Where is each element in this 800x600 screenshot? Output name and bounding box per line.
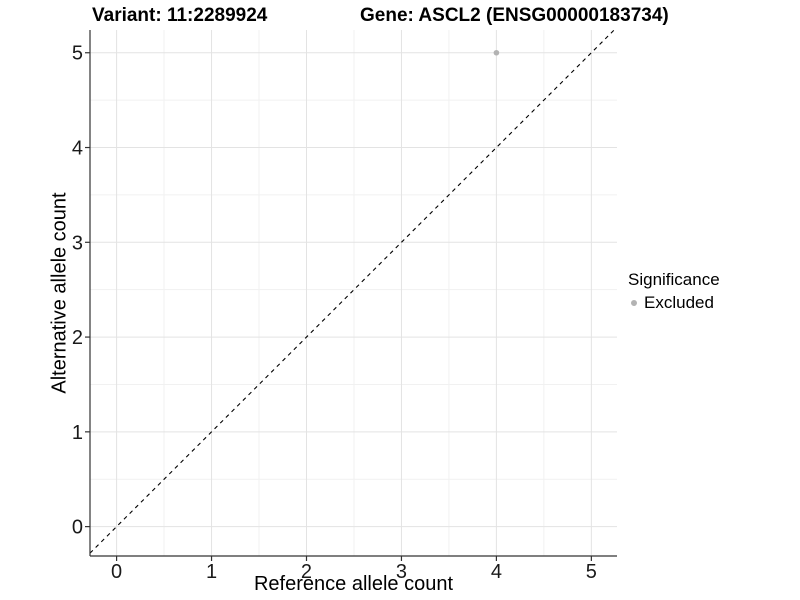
identity-reference-line (89, 29, 615, 554)
legend-item-label: Excluded (644, 293, 714, 312)
legend-title: Significance (628, 270, 720, 289)
y-tick-label: 1 (72, 422, 83, 444)
x-axis-title: Reference allele count (253, 573, 453, 595)
y-tick-label: 4 (72, 138, 83, 160)
x-tick-label: 3 (396, 561, 407, 583)
x-tick-label: 0 (111, 561, 122, 583)
legend: Significance Excluded (628, 270, 720, 313)
x-tick-label: 2 (301, 561, 312, 583)
x-tick-label: 4 (491, 561, 502, 583)
x-tick-label: 5 (586, 561, 597, 583)
y-tick-label: 0 (72, 517, 83, 539)
variant-title: Variant: 11:2289924 (92, 5, 268, 26)
gene-title: Gene: ASCL2 (ENSG00000183734) (360, 5, 669, 26)
excluded-point-icon (631, 300, 637, 306)
y-tick-label: 5 (72, 43, 83, 65)
data-point-4-5 (493, 49, 500, 56)
legend-item-excluded: Excluded (628, 293, 720, 313)
y-tick-label: 3 (72, 232, 83, 254)
x-tick-label: 1 (206, 561, 217, 583)
y-tick-label: 2 (72, 327, 83, 349)
